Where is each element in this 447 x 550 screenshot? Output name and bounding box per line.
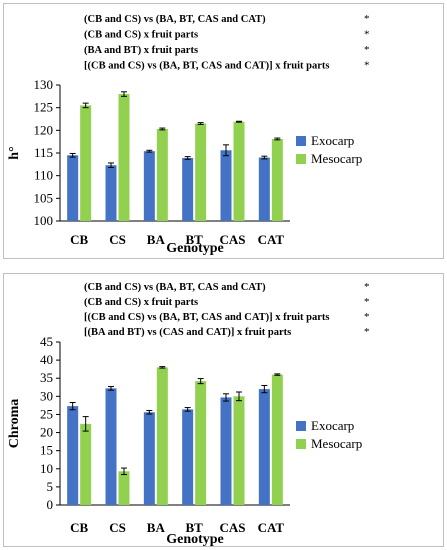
x-category-label: BT <box>185 520 203 535</box>
annotation-text: (CB and CS) x fruit parts <box>84 30 198 41</box>
legend-swatch <box>296 421 306 431</box>
bar-mesocarp <box>156 128 168 221</box>
bar-mesocarp <box>233 121 245 221</box>
significance-star: * <box>364 60 370 72</box>
bar-exocarp <box>105 388 117 505</box>
y-tick-label: 15 <box>40 443 53 458</box>
bar-mesocarp <box>156 367 168 505</box>
legend-label: Exocarp <box>311 418 354 433</box>
x-category-label: CAT <box>258 232 285 247</box>
annotation-text: [(CB and CS) vs (BA, BT, CAS and CAT)] x… <box>84 61 330 72</box>
y-tick-label: 130 <box>34 77 54 92</box>
chroma-chart: (CB and CS) vs (BA, BT, CAS and CAT) * (CB… <box>3 273 444 547</box>
y-axis-title: Chroma <box>7 399 22 449</box>
y-tick-label: 20 <box>40 425 53 440</box>
y-tick-label: 110 <box>34 168 53 183</box>
bar-mesocarp <box>271 374 283 505</box>
y-tick-label: 40 <box>40 352 53 367</box>
legend-swatch <box>296 439 306 449</box>
legend-label: Mesocarp <box>311 436 362 451</box>
significance-star: * <box>364 29 370 41</box>
bar-mesocarp <box>271 138 283 221</box>
significance-star: * <box>364 13 370 25</box>
bar-exocarp <box>182 157 194 221</box>
x-category-label: BT <box>185 232 203 247</box>
legend-swatch <box>296 136 306 146</box>
bar-mesocarp <box>80 105 92 221</box>
chart-panel-chroma: (CB and CS) vs (BA, BT, CAS and CAT) * (CB… <box>0 270 447 550</box>
bar-exocarp <box>220 397 232 505</box>
annotation-text: (CB and CS) vs (BA, BT, CAS and CAT) <box>84 14 266 25</box>
significance-star: * <box>364 311 370 323</box>
y-tick-label: 115 <box>34 145 53 160</box>
bar-exocarp <box>258 157 270 221</box>
x-category-label: CS <box>109 232 126 247</box>
annotation-text: (BA and BT) x fruit parts <box>84 45 198 56</box>
y-tick-label: 10 <box>40 461 53 476</box>
bar-mesocarp <box>80 423 92 505</box>
y-tick-label: 45 <box>40 334 53 349</box>
x-category-label: CB <box>70 232 88 247</box>
y-tick-label: 120 <box>34 122 54 137</box>
annotation-text: (CB and CS) x fruit parts <box>84 297 198 308</box>
x-category-label: CAS <box>219 232 245 247</box>
x-category-label: BA <box>147 520 166 535</box>
bar-exocarp <box>258 389 270 505</box>
x-category-label: CAS <box>219 520 245 535</box>
y-axis-title: h° <box>7 146 22 159</box>
bar-exocarp <box>143 412 155 505</box>
y-tick-label: 0 <box>47 497 54 512</box>
significance-star: * <box>364 296 370 308</box>
bar-mesocarp <box>233 396 245 505</box>
x-axis-title: Genotype <box>166 532 224 547</box>
y-tick-label: 105 <box>34 190 54 205</box>
y-tick-label: 35 <box>40 370 53 385</box>
y-tick-label: 25 <box>40 406 53 421</box>
x-category-label: CB <box>70 520 88 535</box>
bar-exocarp <box>182 409 194 505</box>
bar-mesocarp <box>195 123 207 221</box>
legend-swatch <box>296 154 306 164</box>
legend-label: Mesocarp <box>311 151 362 166</box>
bar-mesocarp <box>118 94 130 221</box>
legend-label: Exocarp <box>311 133 354 148</box>
annotation-text: [(BA and BT) vs (CAS and CAT)] x fruit p… <box>84 327 291 338</box>
bar-exocarp <box>67 155 79 221</box>
significance-star: * <box>364 326 370 338</box>
chart-panel-hue: (CB and CS) vs (BA, BT, CAS and CAT) * (CB… <box>0 0 447 262</box>
x-axis-title: Genotype <box>166 241 224 256</box>
bar-mesocarp <box>118 471 130 505</box>
annotation-text: [(CB and CS) vs (BA, BT, CAS and CAT)] x… <box>84 312 330 323</box>
bar-exocarp <box>67 406 79 505</box>
x-category-label: CS <box>109 520 126 535</box>
y-tick-label: 5 <box>47 479 54 494</box>
significance-star: * <box>364 44 370 56</box>
y-tick-label: 100 <box>34 213 54 228</box>
bar-mesocarp <box>195 381 207 505</box>
bar-exocarp <box>105 165 117 221</box>
y-tick-label: 125 <box>34 100 54 115</box>
y-tick-label: 30 <box>40 388 53 403</box>
x-category-label: CAT <box>258 520 285 535</box>
x-category-label: BA <box>147 232 166 247</box>
significance-star: * <box>364 281 370 293</box>
bar-exocarp <box>143 151 155 221</box>
bar-exocarp <box>220 150 232 221</box>
annotation-text: (CB and CS) vs (BA, BT, CAS and CAT) <box>84 282 266 293</box>
hue-chart: (CB and CS) vs (BA, BT, CAS and CAT) * (CB… <box>3 3 444 259</box>
